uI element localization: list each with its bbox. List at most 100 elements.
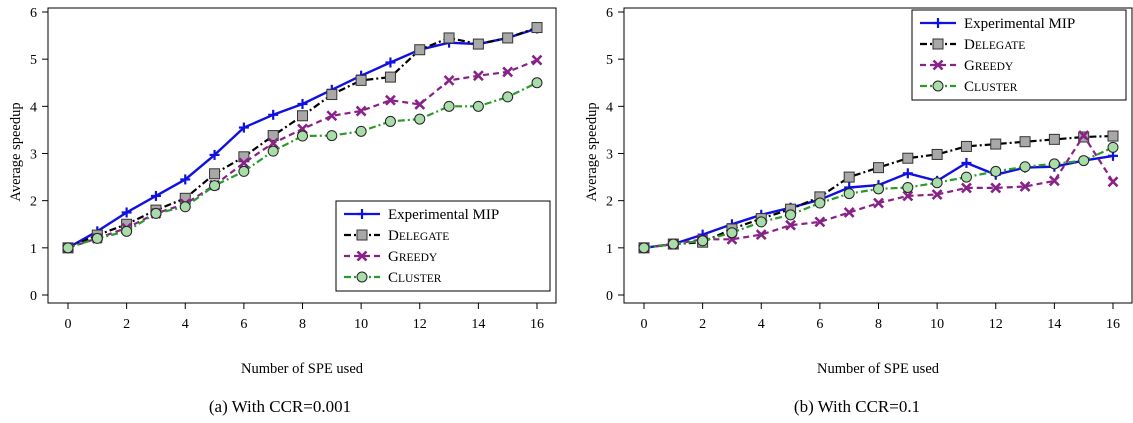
panel-b-xtick-label: 2 [699, 317, 706, 332]
panel-a-ytick-label: 5 [30, 53, 37, 68]
panel-b-data-point-b [1107, 176, 1119, 188]
panel-a-data-point-b [414, 99, 426, 110]
panel-b-xtick-label: 14 [1047, 317, 1061, 332]
panel-a-data-point [326, 130, 338, 142]
panel-a-legend-label-rest: LUSTER [398, 273, 442, 285]
panel-a-data-point [267, 145, 279, 157]
panel-b-ytick-label: 2 [606, 195, 613, 210]
panel-b-xtick-label: 16 [1106, 317, 1120, 332]
panel-b-data-point [902, 181, 914, 193]
panel-b-legend-marker [932, 38, 944, 50]
panel-a-ytick-label: 4 [30, 100, 37, 115]
panel-a-xtick-label: 8 [299, 317, 306, 332]
panel-b-data-point-b [843, 207, 855, 218]
panel-b-xtick-label: 8 [875, 317, 882, 332]
panel-a-xtick-label: 2 [123, 317, 130, 332]
panel-a-data-point-b [355, 105, 367, 117]
panel-a-data-point [91, 232, 103, 244]
panel-a-data-point [209, 168, 221, 180]
panel-a-legend-marker-b [356, 250, 368, 262]
panel-b-data-point-b [785, 219, 796, 231]
panel-a-data-point [443, 32, 455, 44]
panel-a-xtick-label: 14 [471, 317, 485, 332]
panel-b-data-point [873, 183, 884, 195]
panel-a-ytick-label: 3 [30, 148, 37, 163]
panel-a-data-point-b [326, 110, 338, 122]
panel-a-data-point [502, 32, 514, 44]
panel-b-series-2 [638, 130, 1119, 254]
panel-b-caption: (b) With CCR=0.1 [794, 397, 920, 416]
panel-b-data-point [1078, 155, 1090, 167]
panel-b-data-point-b [814, 216, 826, 228]
panel-a-data-point [384, 115, 396, 127]
panel-a-data-point [267, 130, 279, 142]
panel-b-legend-label-initial: D [964, 37, 975, 53]
panel-a-caption: (a) With CCR=0.001 [209, 397, 351, 416]
panel-a-data-point [62, 242, 74, 254]
panel-a-data-point [443, 100, 455, 112]
panel-a-legend-label: CLUSTER [388, 270, 442, 286]
panel-a-ylabel: Average speedup [8, 102, 24, 201]
panel-b-xtick-label: 6 [816, 317, 823, 332]
panel-b-data-point [1107, 130, 1119, 142]
panel-a-legend-label-initial: C [388, 270, 398, 286]
panel-a-data-point [472, 100, 484, 112]
panel-b-data-point [755, 216, 767, 228]
panel-b-ytick-label: 1 [606, 242, 613, 257]
panel-a: Average speedup Number of SPE used (a) W… [8, 102, 364, 416]
panel-b-data-point [1048, 133, 1060, 145]
panel-b: Average speedup Number of SPE used (b) W… [584, 102, 940, 416]
panel-b-data-point [990, 138, 1002, 150]
panel-b-xtick-label: 12 [989, 317, 1003, 332]
panel-a-data-point-b [531, 54, 543, 66]
panel-a-ytick-label: 6 [30, 6, 37, 21]
panel-a-ytick-label: 2 [30, 195, 37, 210]
panel-b-legend-label: DELEGATE [964, 37, 1025, 53]
panel-b-xlabel: Number of SPE used [817, 361, 940, 377]
panel-b-legend-label: CLUSTER [964, 79, 1018, 95]
panel-a-data-point [502, 91, 514, 103]
panel-a-data-point-b [443, 74, 455, 86]
panel-b-legend-label: GREEDY [964, 58, 1014, 74]
panel-b-data-point [960, 140, 972, 152]
panel-b-data-point-b [755, 229, 767, 241]
panel-a-data-point [355, 125, 367, 137]
panel-a-data-point [326, 89, 338, 101]
panel-b-legend-label-rest: LUSTER [974, 82, 1018, 94]
panel-b-data-point-b [961, 182, 972, 194]
panel-b-data-point [667, 238, 679, 250]
panel-b-ytick-label: 6 [606, 6, 613, 21]
panel-b-data-point [726, 227, 738, 239]
panel-b-data-point [814, 197, 826, 209]
panel-a-data-point-b [267, 137, 279, 149]
panel-a-ytick-label: 1 [30, 242, 37, 257]
panel-a-ytick-label: 0 [30, 289, 37, 304]
panel-b-data-point-b [873, 197, 884, 209]
panel-a-legend-label: Experimental MIP [388, 207, 499, 223]
panel-a-data-point [414, 44, 426, 56]
panel-a-legend-marker [356, 229, 368, 241]
panel-b-legend-marker-b [932, 59, 944, 71]
panel-a-legend-label-initial: D [388, 228, 399, 244]
panel-b-legend-label-rest: REEDY [975, 61, 1014, 73]
panel-b-data-point-b [990, 182, 1002, 194]
panel-b-data-point [1107, 141, 1119, 153]
panel-a-data-point [209, 180, 221, 192]
panel-b-data-point [697, 235, 709, 247]
panel-a-data-point [414, 113, 426, 125]
panel-b-data-point [843, 188, 855, 200]
panel-a-xtick-label: 6 [240, 317, 247, 332]
panel-a-data-point [355, 74, 367, 86]
panel-b-data-point [990, 165, 1002, 177]
panel-b-data-point-b [902, 190, 914, 202]
panel-a-data-point [297, 110, 308, 122]
panel-a-data-point-b [502, 66, 514, 78]
panel-a-data-point [384, 71, 396, 83]
panel-b-ylabel: Average speedup [584, 102, 600, 201]
panel-a-data-point-b [238, 157, 250, 169]
panel-a-data-point [238, 165, 250, 177]
panel-a-legend-marker [356, 271, 368, 283]
